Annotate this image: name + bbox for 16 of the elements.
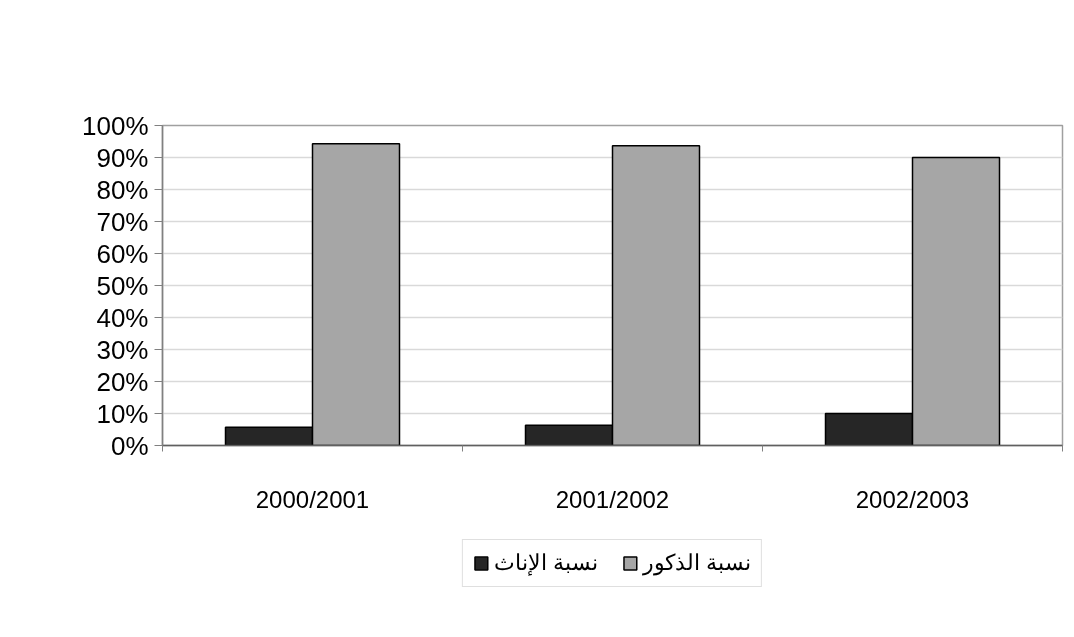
- legend-label: نسبة الإناث: [493, 550, 598, 576]
- legend-label: نسبة الذكور: [643, 550, 752, 576]
- y-tick-label: 0%: [110, 430, 149, 461]
- x-tick-label: 2001/2002: [555, 485, 670, 513]
- y-tick-label: 30%: [96, 334, 149, 365]
- y-tick-label: 100%: [82, 110, 149, 141]
- y-tick-label: 20%: [96, 366, 149, 397]
- x-tick-label: 2002/2003: [855, 485, 970, 513]
- y-tick-label: 50%: [96, 270, 149, 301]
- y-tick-label: 90%: [96, 142, 149, 173]
- y-tick-label: 70%: [96, 206, 149, 237]
- y-tick-label: 10%: [96, 398, 149, 429]
- y-tick-label: 60%: [96, 238, 149, 269]
- y-tick-label: 40%: [96, 302, 149, 333]
- x-tick-label: 2000/2001: [255, 485, 370, 513]
- y-tick-label: 80%: [96, 174, 149, 205]
